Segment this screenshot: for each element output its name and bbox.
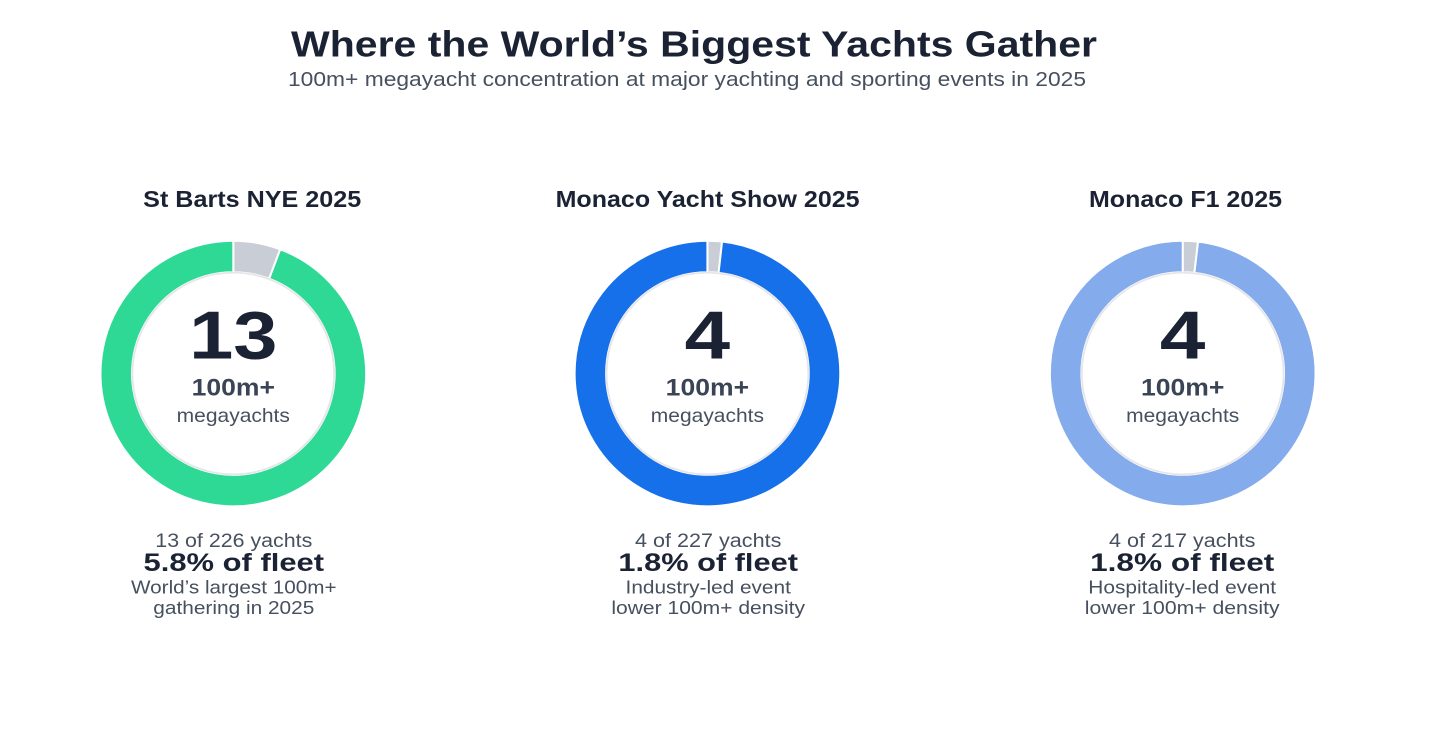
svg-text:13: 13 [189, 298, 277, 374]
svg-text:Hospitality-led event: Hospitality-led event [1088, 578, 1276, 598]
svg-text:100m+: 100m+ [1141, 374, 1224, 401]
svg-text:gathering in 2025: gathering in 2025 [153, 598, 314, 618]
svg-text:lower 100m+ density: lower 100m+ density [1085, 598, 1280, 618]
svg-text:1.8% of fleet: 1.8% of fleet [618, 549, 798, 577]
svg-text:100m+: 100m+ [192, 374, 275, 401]
svg-text:1.8% of fleet: 1.8% of fleet [1090, 549, 1275, 577]
svg-text:4 of 217 yachts: 4 of 217 yachts [1109, 531, 1255, 552]
svg-text:Industry-led event: Industry-led event [626, 578, 791, 598]
svg-text:4: 4 [685, 298, 731, 374]
svg-text:Where the World’s Biggest Yach: Where the World’s Biggest Yachts Gather [291, 23, 1097, 64]
svg-text:4: 4 [1160, 298, 1206, 374]
svg-text:Monaco F1 2025: Monaco F1 2025 [1089, 186, 1282, 212]
svg-text:lower 100m+ density: lower 100m+ density [611, 598, 805, 618]
svg-text:100m+ megayacht concentration: 100m+ megayacht concentration at major y… [288, 69, 1086, 91]
svg-text:megayachts: megayachts [1126, 405, 1239, 427]
svg-text:100m+: 100m+ [666, 374, 749, 401]
svg-text:St Barts NYE 2025: St Barts NYE 2025 [143, 186, 361, 212]
svg-text:World’s largest 100m+: World’s largest 100m+ [131, 578, 337, 598]
svg-text:13 of 226 yachts: 13 of 226 yachts [155, 531, 312, 552]
svg-text:4 of 227 yachts: 4 of 227 yachts [635, 531, 781, 552]
svg-text:megayachts: megayachts [177, 405, 290, 427]
svg-text:Monaco Yacht Show 2025: Monaco Yacht Show 2025 [556, 186, 860, 212]
svg-text:megayachts: megayachts [651, 405, 764, 427]
svg-text:5.8% of fleet: 5.8% of fleet [144, 549, 325, 577]
